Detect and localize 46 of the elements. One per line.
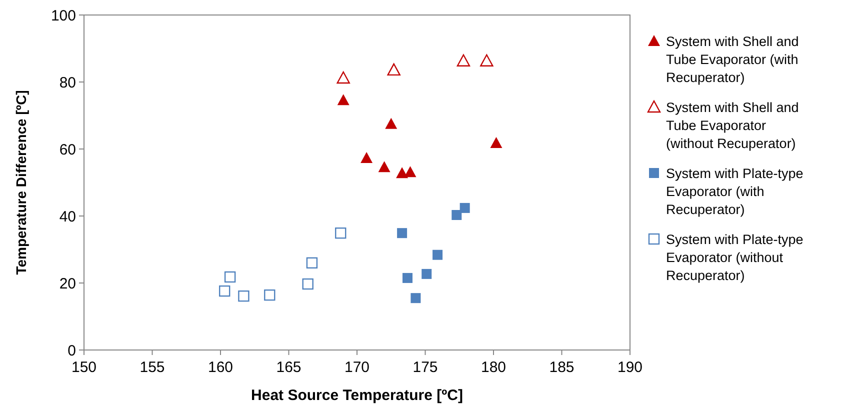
point — [218, 285, 230, 297]
legend-label: System with Plate-type Evaporator (with Recuperator) — [666, 166, 804, 217]
x-tick-label: 175 — [412, 359, 438, 376]
point — [360, 152, 373, 164]
x-tick-label: 160 — [208, 359, 234, 376]
y-tick-label: 60 — [59, 141, 76, 158]
point — [396, 167, 408, 178]
legend-label: System with Shell and Tube Evaporator (without Recuperator) — [666, 100, 799, 151]
point — [385, 118, 398, 129]
point — [337, 94, 350, 106]
y-tick-label: 40 — [59, 208, 76, 226]
point — [387, 63, 400, 76]
point — [302, 278, 314, 290]
point — [404, 166, 416, 178]
point — [456, 54, 470, 66]
point — [264, 289, 276, 301]
y-tick-label: 0 — [68, 342, 76, 360]
point — [460, 202, 470, 213]
y-tick-label: 20 — [59, 275, 76, 292]
point — [490, 136, 502, 148]
x-axis-title: Heat Source Temperature [ºC] — [251, 387, 463, 404]
y-tick-label: 100 — [50, 7, 76, 24]
x-tick-label: 180 — [480, 359, 506, 376]
point — [336, 71, 350, 84]
point — [335, 227, 346, 239]
y-axis-title: Temperature Difference [ºC] — [13, 90, 29, 275]
legend-label: System with Shell and Tube Evaporator (with Recuperator) — [666, 34, 799, 85]
x-tick-label: 185 — [549, 359, 574, 376]
x-tick-label: 150 — [71, 359, 97, 376]
x-tick-label: 165 — [276, 359, 302, 376]
point — [402, 272, 413, 283]
point — [378, 161, 390, 172]
x-tick-label: 170 — [344, 359, 370, 376]
x-tick-label: 155 — [140, 359, 165, 376]
point — [224, 271, 236, 283]
point — [410, 293, 421, 304]
x-tick-label: 190 — [617, 359, 643, 376]
point — [422, 268, 432, 279]
point — [306, 257, 318, 268]
legend-label: System with Plate-type Evaporator (without Recuperator) — [666, 232, 804, 283]
point — [480, 54, 494, 66]
point — [397, 228, 408, 238]
y-tick-label: 80 — [59, 74, 76, 92]
point — [452, 210, 462, 220]
point — [432, 250, 443, 260]
point — [238, 290, 250, 302]
